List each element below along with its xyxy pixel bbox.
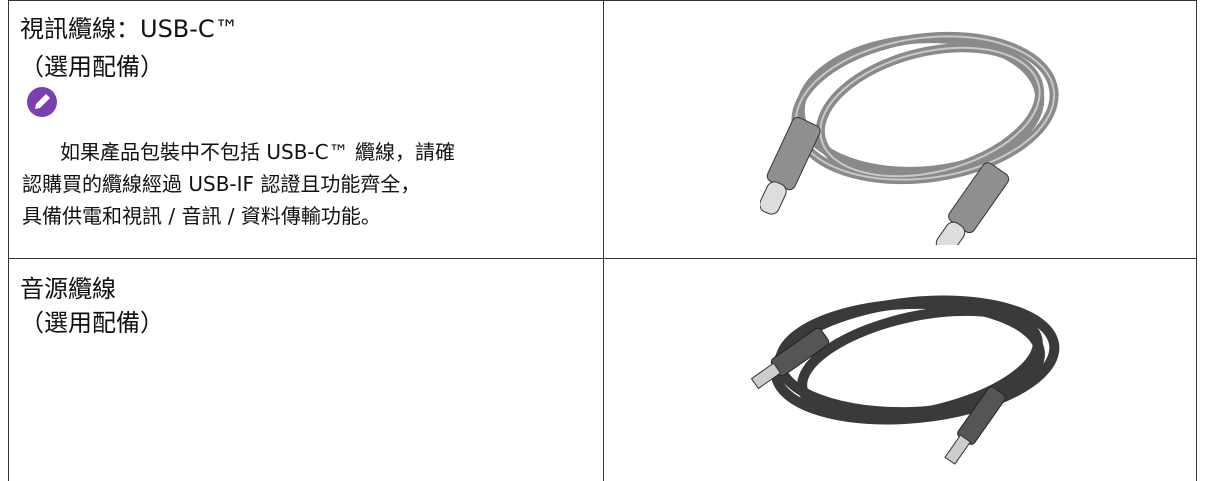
note-line: 如果產品包裝中不包括 USB-C™ 纜線，請確 — [60, 140, 455, 164]
note-line: 具備供電和視訊 / 音訊 / 資料傳輸功能。 — [22, 204, 381, 228]
usb-c-cable-image — [760, 31, 1059, 245]
row-subtitle: （選用配備） — [20, 53, 164, 81]
note: 如果產品包裝中不包括 USB-C™ 纜線，請確 認購買的纜線經過 USB-IF … — [22, 136, 455, 232]
row-divider — [8, 258, 1197, 259]
row-title: 音源纜線 — [20, 275, 116, 303]
row-title: 視訊纜線：USB-C™ — [20, 15, 239, 43]
row-subtitle: （選用配備） — [20, 309, 164, 337]
column-divider — [603, 0, 604, 481]
table-frame — [8, 0, 1197, 481]
audio-cable-image — [750, 295, 1060, 465]
note-line: 認購買的纜線經過 USB-IF 認證且功能齊全， — [22, 172, 421, 196]
note-icon — [27, 87, 57, 117]
